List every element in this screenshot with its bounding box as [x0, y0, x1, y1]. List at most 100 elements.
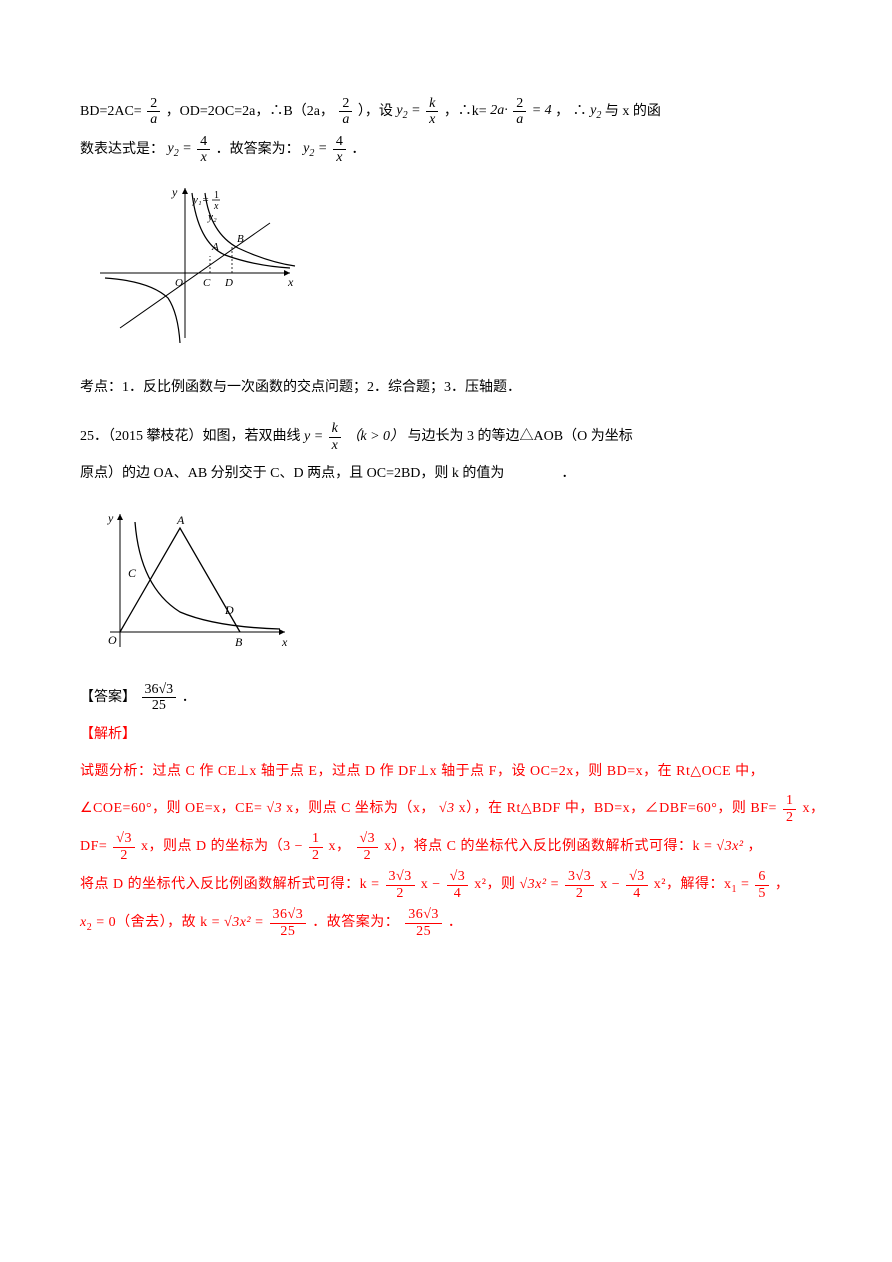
label-C: C [203, 277, 211, 289]
label-y2-axis: y [107, 511, 114, 525]
text: ， [748, 839, 763, 854]
frac-1-2b: 1 2 [309, 831, 323, 863]
frac-s3-4b: √3 4 [626, 869, 648, 901]
sol-line2: ∠COE=60°，则 OE=x，CE= √3 x，则点 C 坐标为（x， √3 … [80, 793, 832, 825]
frac-2-a-2: 2 a [339, 96, 352, 128]
text: ．故答案为： [312, 915, 399, 930]
sol-line5: x2 = 0（舍去），故 k = √3x² = 36√3 25 ．故答案为： 3… [80, 907, 832, 939]
sol-line3: DF= √3 2 x，则点 D 的坐标为（3 − 1 2 x， √3 2 x），… [80, 831, 832, 863]
answer-label: 【答案】 [80, 690, 136, 705]
text: x，则点 D 的坐标为（3 − [141, 839, 307, 854]
text: x， [802, 802, 824, 817]
label-B2: B [235, 635, 243, 649]
problem24-line1: BD=2AC= 2 a ，OD=2OC=2a，∴B（2a， 2 a ），设 y2… [80, 96, 832, 128]
sub2: 2 [87, 922, 93, 933]
eq-k: 2a· [490, 96, 508, 127]
label-A2: A [176, 513, 185, 527]
text: ， [775, 877, 790, 892]
topics-label: 考点： [80, 380, 122, 395]
q25-line2: 原点）的边 OA、AB 分别交于 C、D 两点，且 OC=2BD，则 k 的值为… [80, 459, 832, 490]
text: x − [600, 877, 624, 892]
label-y2: y₂ [207, 211, 217, 223]
label-B: B [237, 233, 244, 245]
label-D: D [224, 277, 233, 289]
frac-1-2: 1 2 [783, 793, 797, 825]
text: ），设 [358, 104, 393, 119]
label-C2: C [128, 566, 137, 580]
frac-s3-2b: √3 2 [357, 831, 379, 863]
frac-36s3-25: 36√3 25 [270, 907, 307, 939]
label-D2: D [224, 603, 234, 617]
eq-y2c: y2 = [168, 134, 192, 165]
sol-line1: 试题分析：过点 C 作 CE⊥x 轴于点 E，过点 D 作 DF⊥x 轴于点 F… [80, 757, 832, 788]
text: = [551, 877, 563, 892]
text: x²，解得：x [654, 877, 732, 892]
frac-k-x-q25: k x [329, 421, 341, 453]
topics-text: 1．反比例函数与一次函数的交点问题；2．综合题；3．压轴题． [122, 380, 521, 395]
frac-4-x: 4 x [197, 134, 210, 166]
frac-36s3-25b: 36√3 25 [405, 907, 442, 939]
dot: ． [561, 466, 575, 481]
eq-y2b: y2 [590, 96, 601, 127]
sqrt3x2c: √3x² [224, 908, 251, 939]
eq-val: = 4 [532, 96, 552, 127]
analysis-label: 【解析】 [80, 720, 832, 751]
label-O2: O [108, 633, 117, 647]
diagram-hyperbola-1: A B O C D x y y₁= 1 x y₂ [90, 178, 832, 361]
eq-y2: y2 = [396, 96, 420, 127]
text: ． [448, 915, 463, 930]
eq-y-kx: y = [304, 422, 323, 453]
frac-s3-2: √3 2 [113, 831, 135, 863]
text: 试题分析：过点 C 作 CE⊥x 轴于点 E，过点 D 作 DF⊥x 轴于点 F… [80, 764, 764, 779]
text: 将点 D 的坐标代入反比例函数解析式可得：k = [80, 877, 384, 892]
frac-4-x-2: 4 x [333, 134, 346, 166]
text: 原点）的边 OA、AB 分别交于 C、D 两点，且 OC=2BD，则 k 的值为 [80, 466, 504, 481]
eq-y2d: y2 = [303, 134, 327, 165]
problem24-line2: 数表达式是： y2 = 4 x ．故答案为： y2 = 4 x ． [80, 134, 832, 166]
text: ． [351, 142, 365, 157]
text: 与边长为 3 的等边△AOB（O 为坐标 [408, 430, 633, 445]
text: ， ∴ [555, 104, 587, 119]
text: x，则点 C 坐标为（x， [286, 802, 435, 817]
label-O: O [175, 277, 183, 289]
text: = [255, 915, 267, 930]
text: x²，则 [474, 877, 515, 892]
text: DF= [80, 839, 107, 854]
text: x），在 Rt△BDF 中，BD=x，∠DBF=60°，则 BF= [459, 802, 777, 817]
cond: （k > 0） [346, 422, 404, 453]
label-y: y [171, 185, 178, 199]
frac-s3-4: √3 4 [447, 869, 469, 901]
label-A: A [211, 241, 219, 253]
label-x2: x [281, 635, 288, 649]
text: ．故答案为： [216, 142, 300, 157]
topics-line: 考点：1．反比例函数与一次函数的交点问题；2．综合题；3．压轴题． [80, 373, 832, 404]
text: = [741, 877, 753, 892]
frac-2-a: 2 a [147, 96, 160, 128]
frac-3s3-2: 3√3 2 [386, 869, 415, 901]
frac-num: 1 [214, 190, 219, 201]
sub1: 1 [732, 884, 738, 895]
text: x），将点 C 的坐标代入反比例函数解析式可得：k = [384, 839, 716, 854]
text: = 0（舍去），故 k = [96, 915, 224, 930]
text: BD=2AC= [80, 104, 142, 119]
label-x: x [287, 275, 294, 289]
text: ，OD=2OC=2a，∴B（2a， [166, 104, 334, 119]
text: x， [329, 839, 351, 854]
text: x [80, 915, 87, 930]
frac-3s3-2b: 3√3 2 [565, 869, 594, 901]
diagram-triangle-hyperbola: O B A C D x y [90, 502, 832, 670]
sol-line4: 将点 D 的坐标代入反比例函数解析式可得：k = 3√3 2 x − √3 4 … [80, 869, 832, 901]
sqrt3: √3 [266, 794, 282, 825]
sqrt3x2b: √3x² [520, 870, 547, 901]
frac-k-x: k x [426, 96, 438, 128]
frac-2-a-3: 2 a [513, 96, 526, 128]
label-y1: y₁= [192, 194, 209, 206]
sqrt3x2: √3x² [716, 832, 743, 863]
frac-6-5: 6 5 [755, 869, 769, 901]
answer-line: 【答案】 36√3 25 ． [80, 682, 832, 714]
dot: ． [182, 690, 196, 705]
text: 25．（2015 攀枝花）如图，若双曲线 [80, 430, 304, 445]
text: x − [421, 877, 445, 892]
text: ∠COE=60°，则 OE=x，CE= [80, 802, 262, 817]
text: 数表达式是： [80, 142, 164, 157]
